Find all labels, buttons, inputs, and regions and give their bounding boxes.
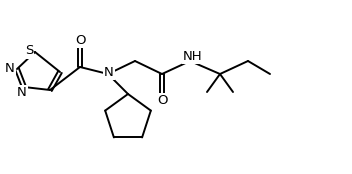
Text: N: N [104,65,114,78]
Text: O: O [75,34,85,46]
Text: S: S [25,45,33,57]
Text: N: N [5,61,15,74]
Text: N: N [17,86,27,100]
Text: O: O [157,94,167,108]
Text: NH: NH [183,49,203,62]
